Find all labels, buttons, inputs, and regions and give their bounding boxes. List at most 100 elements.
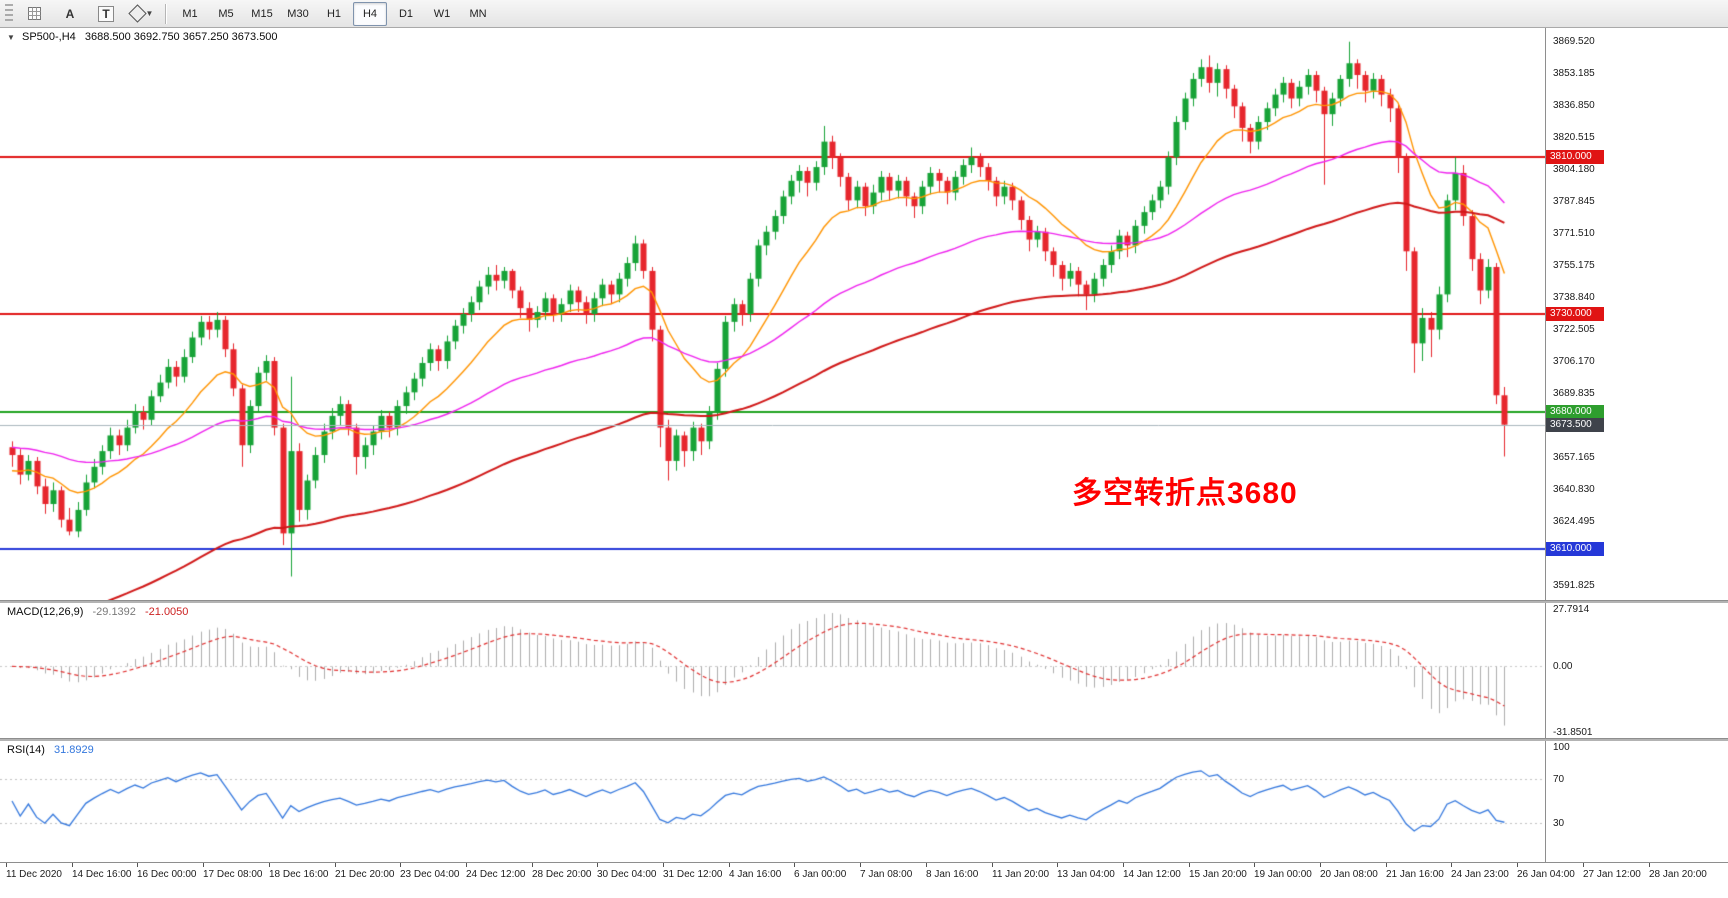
arrow-text-tool-button[interactable]: A	[53, 2, 87, 26]
macd-axis[interactable]: 27.7914 0.00 -31.8501	[1545, 603, 1728, 738]
time-tick	[663, 863, 664, 867]
macd-axis-label: 27.7914	[1553, 604, 1590, 615]
time-label: 31 Dec 12:00	[663, 869, 723, 880]
time-tick	[532, 863, 533, 867]
time-label: 26 Jan 04:00	[1517, 869, 1575, 880]
time-tick	[597, 863, 598, 867]
timeframe-button-h1[interactable]: H1	[326, 7, 342, 20]
time-label: 8 Jan 16:00	[926, 869, 979, 880]
price-axis-label: 3738.840	[1553, 291, 1595, 303]
macd-signal-value: -21.0050	[144, 606, 189, 618]
main-chart-plot: ▼ SP500-,H4 3688.500 3692.750 3657.250 3…	[0, 28, 1545, 600]
grid-icon	[27, 7, 41, 20]
price-badge-3730-000: 3730.000	[1546, 307, 1604, 321]
time-label: 7 Jan 08:00	[860, 869, 913, 880]
time-tick	[335, 863, 336, 867]
time-tick	[1517, 863, 1518, 867]
time-tick	[1189, 863, 1190, 867]
time-tick	[400, 863, 401, 867]
rsi-plot: RSI(14) 31.8929	[0, 741, 1545, 862]
macd-title-bar: MACD(12,26,9) -29.1392 -21.0050	[7, 606, 188, 618]
main-chart-panel: ▼ SP500-,H4 3688.500 3692.750 3657.250 3…	[0, 28, 1728, 600]
macd-title: MACD(12,26,9)	[7, 606, 84, 618]
price-axis-label: 3657.165	[1553, 451, 1595, 463]
rsi-panel: RSI(14) 31.8929 100 70 30	[0, 741, 1728, 862]
rsi-canvas[interactable]	[0, 741, 1545, 862]
price-annotation[interactable]: 多空转折点3680	[1072, 477, 1298, 510]
price-axis-label: 3706.170	[1553, 355, 1595, 367]
price-axis-label: 3804.180	[1553, 163, 1595, 175]
time-label: 24 Dec 12:00	[466, 869, 526, 880]
time-tick	[992, 863, 993, 867]
main-chart-canvas[interactable]	[0, 28, 1545, 600]
time-label: 19 Jan 00:00	[1254, 869, 1312, 880]
macd-canvas[interactable]	[0, 603, 1545, 738]
price-axis-label: 3755.175	[1553, 259, 1595, 271]
price-axis-label: 3624.495	[1553, 515, 1595, 527]
price-axis-label: 3689.835	[1553, 387, 1595, 399]
time-label: 6 Jan 00:00	[794, 869, 847, 880]
text-tool-button[interactable]: T	[89, 2, 123, 26]
price-axis-label: 3591.825	[1553, 579, 1595, 591]
price-badge-3610-000: 3610.000	[1546, 542, 1604, 557]
time-tick	[269, 863, 270, 867]
time-tick	[72, 863, 73, 867]
chart-ohlc-values: 3688.500 3692.750 3657.250 3673.500	[84, 31, 278, 43]
timeframe-button-m30[interactable]: M30	[287, 7, 309, 20]
price-axis[interactable]: 3869.520 3853.185 3836.850 3820.515 3804.180…	[1545, 28, 1728, 600]
shapes-icon	[127, 4, 147, 23]
timeframe-button-m5[interactable]: M5	[218, 7, 234, 20]
time-tick	[1386, 863, 1387, 867]
price-badge-3673-500: 3673.500	[1546, 417, 1604, 432]
rsi-value: 31.8929	[53, 744, 94, 756]
toolbar: A T ▼ M1 M5 M15 M30 H1 H4 D1 W1 MN	[0, 0, 1728, 28]
time-label: 4 Jan 16:00	[729, 869, 782, 880]
macd-plot: MACD(12,26,9) -29.1392 -21.0050	[0, 603, 1545, 738]
macd-axis-label: 0.00	[1553, 661, 1573, 673]
shapes-dropdown-button[interactable]: ▼	[125, 2, 159, 26]
timeframe-button-d1[interactable]: D1	[398, 7, 414, 20]
time-label: 11 Jan 20:00	[992, 869, 1050, 880]
time-label: 23 Dec 04:00	[400, 869, 460, 880]
time-label: 11 Dec 2020	[6, 869, 62, 880]
toolbar-drag-handle[interactable]	[5, 3, 13, 24]
timeframe-button-m1[interactable]: M1	[182, 7, 198, 20]
time-label: 17 Dec 08:00	[203, 869, 263, 880]
time-tick	[729, 863, 730, 867]
caret-down-icon: ▼	[145, 9, 154, 18]
timeframe-button-w1[interactable]: W1	[433, 7, 451, 20]
time-label: 24 Jan 23:00	[1451, 869, 1509, 880]
time-tick	[1583, 863, 1584, 867]
time-tick	[860, 863, 861, 867]
time-tick	[6, 863, 7, 867]
price-axis-label: 3787.845	[1553, 195, 1595, 207]
time-label: 14 Dec 16:00	[72, 869, 132, 880]
time-axis[interactable]: 11 Dec 2020 14 Dec 16:00 16 Dec 00:00 17 De…	[0, 862, 1728, 898]
time-tick	[1320, 863, 1321, 867]
timeframe-toolbar: M1 M5 M15 M30 H1 H4 D1 W1 MN	[172, 1, 496, 26]
time-label: 30 Dec 04:00	[597, 869, 657, 880]
time-tick	[137, 863, 138, 867]
time-label: 21 Jan 16:00	[1386, 869, 1444, 880]
letter-a-icon: A	[65, 6, 75, 21]
rsi-title: RSI(14)	[7, 744, 45, 756]
timeframe-button-m15[interactable]: M15	[251, 7, 273, 20]
panel-separator[interactable]	[0, 738, 1728, 741]
macd-main-value: -29.1392	[92, 606, 136, 618]
price-axis-label: 3836.850	[1553, 99, 1595, 111]
price-axis-label: 3869.520	[1553, 35, 1595, 47]
price-axis-label: 3853.185	[1553, 67, 1595, 79]
time-tick	[1254, 863, 1255, 867]
timeframe-button-h4[interactable]: H4	[353, 1, 387, 26]
triangle-down-icon: ▼	[7, 33, 15, 42]
time-label: 15 Jan 20:00	[1189, 869, 1247, 880]
time-label: 28 Jan 20:00	[1649, 869, 1707, 880]
time-label: 21 Dec 20:00	[335, 869, 395, 880]
rsi-axis[interactable]: 100 70 30	[1545, 741, 1728, 862]
panel-separator[interactable]	[0, 600, 1728, 603]
timeframe-button-mn[interactable]: MN	[469, 7, 487, 20]
grid-tool-button[interactable]	[17, 2, 51, 26]
price-axis-label: 3820.515	[1553, 131, 1595, 143]
price-badge-3810-000: 3810.000	[1546, 150, 1604, 165]
time-tick	[926, 863, 927, 867]
